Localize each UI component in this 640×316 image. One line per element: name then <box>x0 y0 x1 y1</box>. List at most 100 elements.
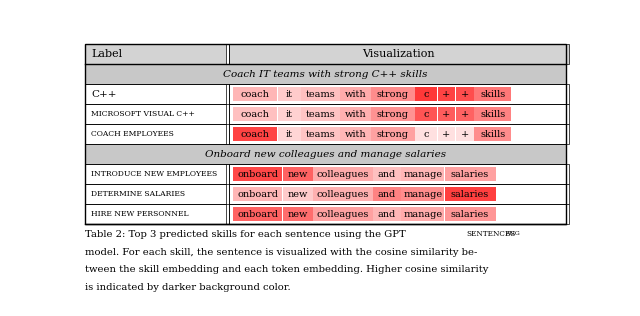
Bar <box>233 207 282 221</box>
Text: Table 2: Top 3 predicted skills for each sentence using the GPT: Table 2: Top 3 predicted skills for each… <box>85 230 409 239</box>
Bar <box>283 207 312 221</box>
Text: Visualization: Visualization <box>362 49 435 59</box>
Bar <box>456 127 474 141</box>
Bar <box>456 107 474 121</box>
Text: Onboard new colleagues and manage salaries: Onboard new colleagues and manage salari… <box>205 149 446 159</box>
Bar <box>229 104 568 124</box>
Bar <box>85 44 566 224</box>
Text: skills: skills <box>480 89 506 99</box>
Text: onboard: onboard <box>237 190 278 198</box>
Bar <box>233 127 277 141</box>
Text: strong: strong <box>377 130 409 138</box>
Bar <box>373 187 401 201</box>
Bar <box>438 127 456 141</box>
Bar <box>474 127 511 141</box>
Text: +: + <box>442 89 451 99</box>
Text: SENTENCES: SENTENCES <box>466 230 515 238</box>
Bar <box>415 127 437 141</box>
Bar <box>85 204 227 224</box>
Text: strong: strong <box>377 89 409 99</box>
Text: and: and <box>378 190 396 198</box>
Bar <box>340 87 371 101</box>
Bar <box>313 187 372 201</box>
Bar <box>445 187 495 201</box>
Bar <box>340 127 371 141</box>
Text: skills: skills <box>480 130 506 138</box>
Text: salaries: salaries <box>451 170 489 179</box>
Bar <box>474 107 511 121</box>
Bar <box>301 107 340 121</box>
Text: and: and <box>378 170 396 179</box>
Bar <box>415 87 437 101</box>
Bar <box>233 87 277 101</box>
Bar <box>371 87 415 101</box>
Text: new: new <box>287 190 308 198</box>
Bar <box>229 124 568 144</box>
Bar <box>85 104 227 124</box>
Text: and: and <box>378 210 396 219</box>
Text: c: c <box>424 110 429 118</box>
Text: onboard: onboard <box>237 210 278 219</box>
Text: model. For each skill, the sentence is visualized with the cosine similarity be-: model. For each skill, the sentence is v… <box>85 248 477 257</box>
Bar <box>340 107 371 121</box>
Bar <box>438 107 456 121</box>
Text: with: with <box>345 130 366 138</box>
Bar <box>229 44 568 64</box>
Text: skills: skills <box>480 110 506 118</box>
Text: manage: manage <box>403 190 442 198</box>
Text: +: + <box>442 130 451 138</box>
Bar <box>456 87 474 101</box>
Bar <box>313 207 372 221</box>
Bar <box>233 107 277 121</box>
Text: +: + <box>461 89 469 99</box>
Text: manage: manage <box>403 170 442 179</box>
Text: MICROSOFT VISUAL C++: MICROSOFT VISUAL C++ <box>91 110 195 118</box>
Bar <box>445 207 495 221</box>
Text: onboard: onboard <box>237 170 278 179</box>
Bar <box>474 87 511 101</box>
Bar <box>313 167 372 181</box>
Text: INTRODUCE NEW EMPLOYEES: INTRODUCE NEW EMPLOYEES <box>91 170 217 178</box>
Text: C++: C++ <box>91 89 116 99</box>
Text: with: with <box>345 110 366 118</box>
Bar <box>233 187 282 201</box>
Text: +: + <box>442 110 451 118</box>
Bar <box>85 64 566 84</box>
Bar <box>415 107 437 121</box>
Bar <box>278 87 301 101</box>
Bar <box>229 164 568 184</box>
Text: coach: coach <box>241 130 269 138</box>
Text: coach: coach <box>241 89 269 99</box>
Text: tween the skill embedding and each token embedding. Higher cosine similarity: tween the skill embedding and each token… <box>85 265 488 274</box>
Bar <box>85 164 227 184</box>
Text: is indicated by darker background color.: is indicated by darker background color. <box>85 283 291 292</box>
Text: coach: coach <box>241 110 269 118</box>
Bar <box>438 87 456 101</box>
Text: AUG: AUG <box>504 231 519 236</box>
Text: teams: teams <box>306 89 335 99</box>
Text: colleagues: colleagues <box>317 190 369 198</box>
Text: salaries: salaries <box>451 190 489 198</box>
Text: with: with <box>345 89 366 99</box>
Bar <box>233 167 282 181</box>
Text: colleagues: colleagues <box>317 170 369 179</box>
Bar <box>371 107 415 121</box>
Bar <box>85 184 227 204</box>
Bar <box>278 127 301 141</box>
Text: +: + <box>461 130 469 138</box>
Bar <box>229 204 568 224</box>
Bar <box>445 167 495 181</box>
Text: it: it <box>286 110 293 118</box>
Text: HIRE NEW PERSONNEL: HIRE NEW PERSONNEL <box>91 210 188 218</box>
Text: Label: Label <box>91 49 122 59</box>
Text: COACH EMPLOYEES: COACH EMPLOYEES <box>91 130 174 138</box>
Bar <box>85 84 227 104</box>
Text: new: new <box>287 210 308 219</box>
Text: salaries: salaries <box>451 210 489 219</box>
Bar <box>278 107 301 121</box>
Bar <box>301 127 340 141</box>
Text: +: + <box>461 110 469 118</box>
Bar <box>283 187 312 201</box>
Bar <box>85 144 566 164</box>
Bar <box>373 207 401 221</box>
